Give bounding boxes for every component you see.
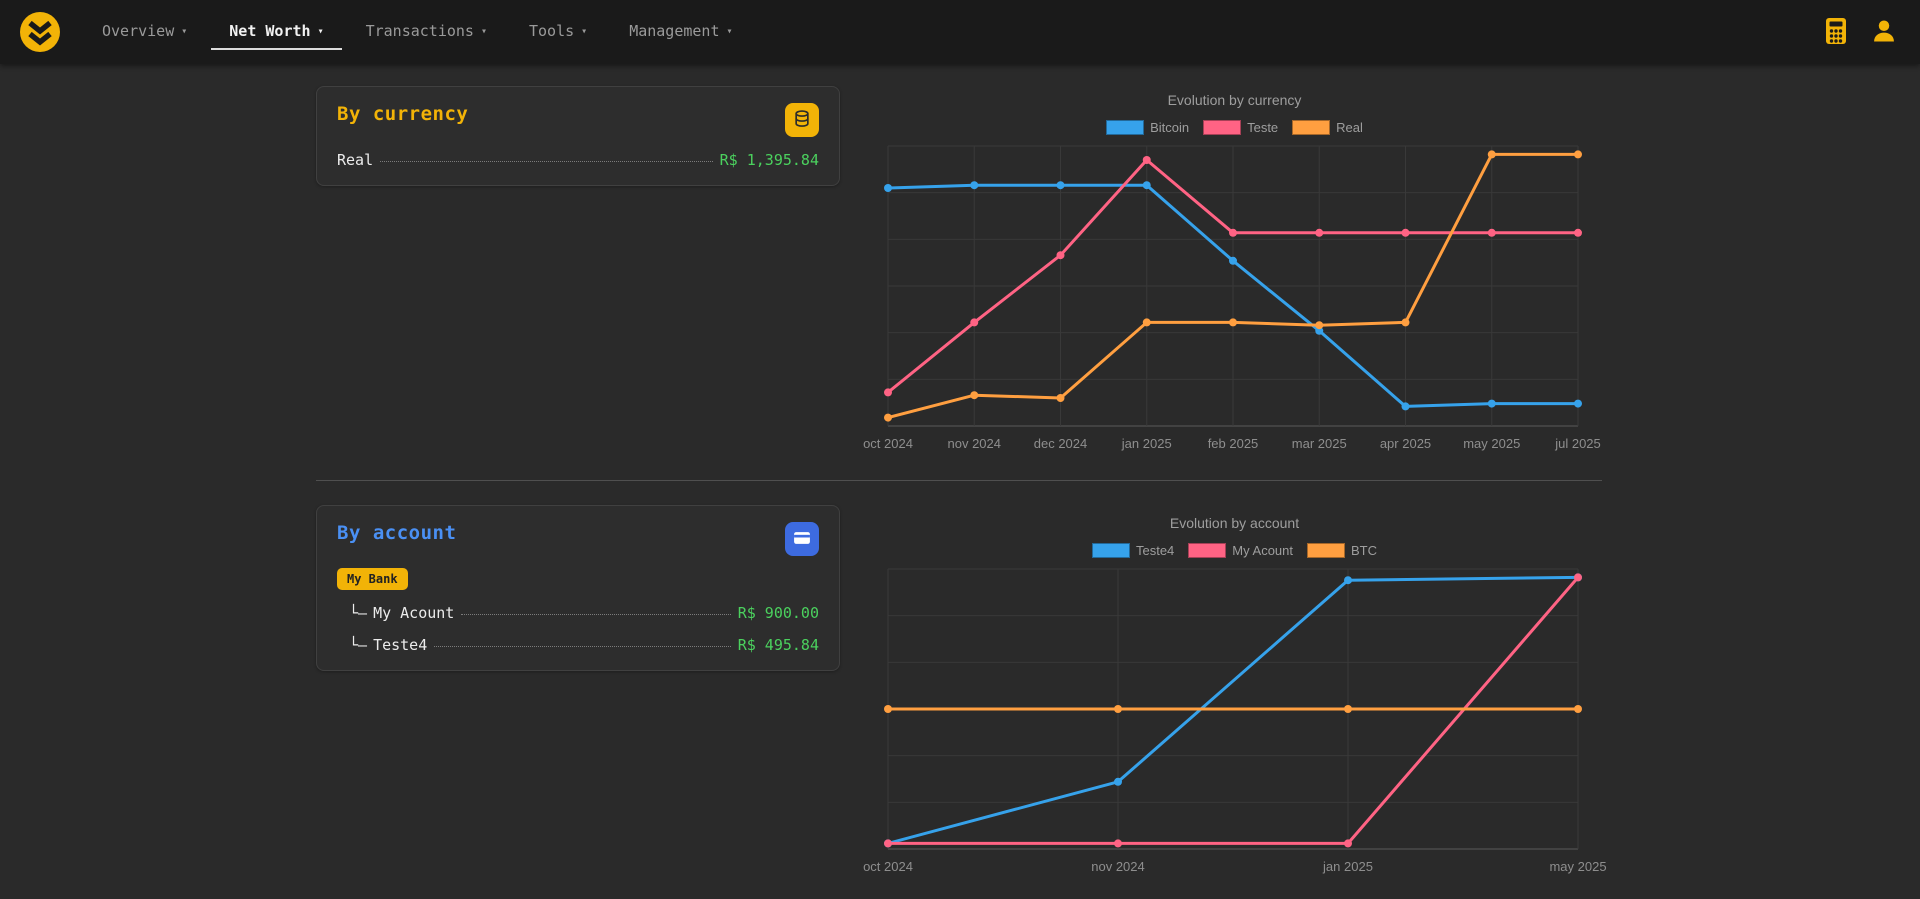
coins-icon [792,109,812,132]
bank-group-badge[interactable]: My Bank [337,568,408,590]
legend-swatch [1307,542,1345,558]
tree-branch-icon: └– [349,636,368,654]
svg-text:apr 2025: apr 2025 [1380,436,1431,451]
currency-section: By currency Real R$ 1,395.84 [316,86,1602,454]
dotted-leader [380,161,713,162]
chevron-down-icon: ▾ [581,26,588,37]
legend-item[interactable]: Teste4 [1091,542,1175,558]
nav-item-management[interactable]: Management ▾ [611,14,750,50]
account-label: Teste4 [373,636,428,654]
svg-text:nov 2024: nov 2024 [948,436,1002,451]
chevron-down-icon: ▾ [726,26,733,37]
svg-text:oct 2024: oct 2024 [863,859,913,874]
section-divider [316,480,1602,481]
currency-chart-block: Evolution by currency Bitcoin Teste Real o… [863,92,1601,454]
legend-item[interactable]: Teste [1203,119,1279,135]
user-icon [1870,17,1898,48]
legend-label: Teste [1247,119,1279,135]
legend-swatch [1091,542,1130,558]
line-chart: oct 2024 nov 2024 jan 2025 may 2025 [863,568,1607,874]
legend-item[interactable]: Real [1292,119,1363,135]
legend-swatch [1292,119,1331,135]
nav-item-tools[interactable]: Tools ▾ [511,14,605,50]
svg-text:may 2025: may 2025 [1463,436,1520,451]
calculator-button[interactable] [1820,13,1852,52]
svg-text:may 2025: may 2025 [1549,859,1606,874]
chevron-down-icon: ▾ [480,26,487,37]
svg-text:oct 2024: oct 2024 [863,436,913,451]
nav-item-label: Tools [529,22,575,40]
calculator-icon [1824,17,1848,48]
chevron-down-icon: ▾ [317,26,324,37]
nav-item-net-worth[interactable]: Net Worth ▾ [211,14,342,50]
currency-row: Real R$ 1,395.84 [337,151,819,169]
account-row: └– Teste4 R$ 495.84 [337,636,819,654]
top-navbar: Overview ▾ Net Worth ▾ Transactions ▾ To… [0,0,1920,64]
account-row: └– My Acount R$ 900.00 [337,604,819,622]
legend-swatch [1203,119,1242,135]
svg-text:feb 2025: feb 2025 [1208,436,1259,451]
chart-title: Evolution by account [1169,515,1300,531]
currency-value: R$ 1,395.84 [719,151,819,169]
chart-legend: Teste4 My Acount BTC [869,541,1600,559]
nav-item-label: Overview [102,22,175,40]
tree-branch-icon: └– [349,604,368,622]
by-currency-card: By currency Real R$ 1,395.84 [316,86,840,186]
legend-item[interactable]: Bitcoin [1106,119,1190,135]
main-content: By currency Real R$ 1,395.84 [316,86,1607,877]
profile-button[interactable] [1866,13,1902,52]
svg-text:jan 2025: jan 2025 [1322,859,1373,874]
legend-label: Real [1336,119,1363,135]
legend-label: BTC [1351,542,1377,558]
svg-text:dec 2024: dec 2024 [1034,436,1088,451]
account-chart-block: Evolution by account Teste4 My Acount BTC … [863,515,1607,877]
legend-item[interactable]: My Acount [1188,542,1293,558]
account-value: R$ 900.00 [737,604,819,622]
nav-item-label: Net Worth [229,22,311,40]
nav-item-overview[interactable]: Overview ▾ [84,14,205,50]
currency-card-button[interactable] [785,103,819,137]
bank-card-icon [792,528,812,551]
card-title: By currency [337,103,469,125]
app-logo-icon[interactable] [18,10,62,54]
by-account-card: By account My Bank └– My Acount R$ 900.0… [316,505,840,671]
main-nav: Overview ▾ Net Worth ▾ Transactions ▾ To… [84,0,757,64]
svg-text:nov 2024: nov 2024 [1091,859,1145,874]
legend-label: My Acount [1232,542,1293,558]
legend-swatch [1188,542,1227,558]
chart-legend: Bitcoin Teste Real [869,118,1600,136]
card-header: By currency [337,103,819,137]
card-title: By account [337,522,457,544]
nav-item-transactions[interactable]: Transactions ▾ [348,14,505,50]
legend-swatch [1106,119,1145,135]
svg-text:jan 2025: jan 2025 [1121,436,1172,451]
chart-title: Evolution by currency [1167,92,1302,108]
account-section: By account My Bank └– My Acount R$ 900.0… [316,505,1607,877]
line-chart: oct 2024 nov 2024 dec 2024 jan 2025 feb 2025… [863,145,1601,451]
nav-item-label: Transactions [365,22,474,40]
nav-item-label: Management [629,22,720,40]
legend-label: Teste4 [1135,542,1175,558]
account-label: My Acount [373,604,455,622]
card-header: By account [337,522,819,556]
account-card-button[interactable] [785,522,819,556]
svg-text:mar 2025: mar 2025 [1292,436,1347,451]
chevron-down-icon: ▾ [181,26,188,37]
dotted-leader [434,646,731,647]
legend-item[interactable]: BTC [1307,542,1377,558]
dotted-leader [461,614,731,615]
svg-text:jul 2025: jul 2025 [1554,436,1601,451]
account-value: R$ 495.84 [737,636,819,654]
legend-label: Bitcoin [1150,119,1190,135]
currency-label: Real [337,151,374,169]
